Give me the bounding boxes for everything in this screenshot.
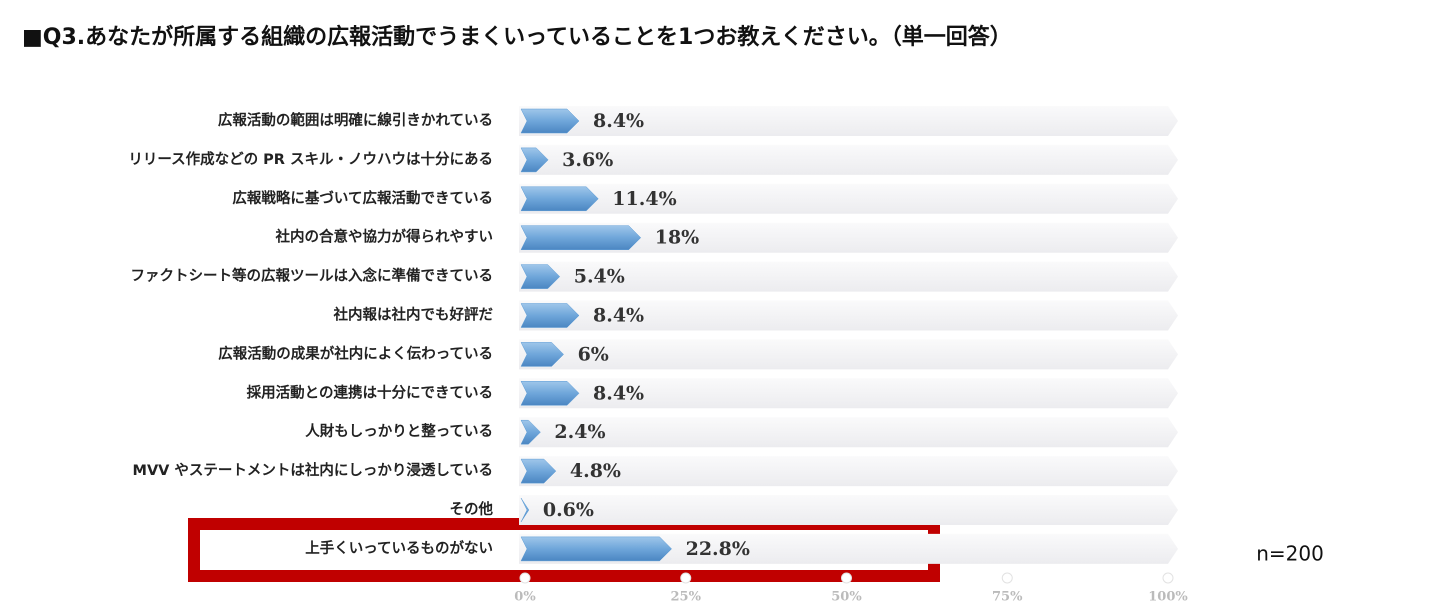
- track: [519, 417, 1178, 448]
- track: [519, 495, 1178, 525]
- chart-title: ■Q3.あなたが所属する組織の広報活動でうまくいっていることを1つお教えください…: [22, 24, 1012, 50]
- track: [519, 456, 1178, 487]
- bar: [520, 458, 557, 484]
- value-label: 2.4%: [554, 421, 605, 443]
- bar: [520, 381, 580, 406]
- x-tick-label: 100%: [1148, 590, 1188, 605]
- value-label: 3.6%: [562, 149, 613, 171]
- x-tick-label: 25%: [671, 590, 702, 605]
- bar: [520, 225, 642, 250]
- x-tick-label: 50%: [831, 590, 862, 605]
- track: [519, 183, 1178, 214]
- tick-mark: [841, 572, 852, 584]
- track: [519, 533, 1178, 564]
- value-label: 18%: [655, 227, 700, 249]
- value-label: 8.4%: [593, 382, 644, 404]
- tick-mark: [1001, 572, 1013, 584]
- bar: [520, 536, 672, 562]
- category-label: リリース作成などの PR スキル・ノウハウは十分にある: [128, 150, 493, 168]
- value-label: 4.8%: [570, 460, 621, 482]
- track: [519, 339, 1178, 370]
- category-label: 広報戦略に基づいて広報活動できている: [232, 189, 493, 207]
- track: [519, 261, 1178, 292]
- bar: [520, 108, 580, 134]
- track: [519, 222, 1178, 253]
- tick-mark: [519, 572, 531, 584]
- bar: [520, 419, 541, 445]
- value-label: 22.8%: [686, 538, 750, 560]
- value-label: 8.4%: [593, 110, 644, 132]
- category-label: 社内報は社内でも好評だ: [333, 306, 494, 324]
- category-label: MVV やステートメントは社内にしっかり浸透している: [133, 461, 493, 479]
- bar: [520, 147, 549, 173]
- bar: [520, 186, 599, 212]
- tick-mark: [680, 572, 692, 584]
- sample-size: n=200: [1256, 542, 1324, 566]
- category-label: 上手くいっているものがない: [305, 539, 493, 557]
- bar: [520, 342, 564, 367]
- category-label: 広報活動の範囲は明確に線引きかれている: [218, 111, 493, 129]
- x-tick-label: 75%: [992, 590, 1023, 605]
- category-label: その他: [450, 500, 494, 518]
- value-label: 6%: [578, 343, 609, 365]
- value-label: 8.4%: [593, 305, 644, 327]
- value-label: 0.6%: [543, 499, 594, 521]
- category-label: 社内の合意や協力が得られやすい: [275, 228, 494, 246]
- bar: [520, 303, 580, 328]
- category-label: 採用活動との連携は十分にできている: [247, 383, 493, 401]
- category-label: 広報活動の成果が社内によく伝わっている: [218, 344, 493, 362]
- track: [519, 144, 1178, 175]
- bar: [520, 497, 530, 523]
- tick-mark: [1162, 572, 1174, 584]
- value-label: 11.4%: [612, 188, 676, 210]
- x-tick-label: 0%: [514, 590, 536, 605]
- track: [519, 106, 1178, 136]
- bar: [520, 264, 561, 289]
- value-label: 5.4%: [574, 266, 625, 288]
- track: [519, 378, 1178, 409]
- category-label: 人財もしっかりと整っている: [305, 422, 493, 440]
- category-label: ファクトシート等の広報ツールは入念に準備できている: [131, 267, 494, 285]
- track: [519, 300, 1178, 331]
